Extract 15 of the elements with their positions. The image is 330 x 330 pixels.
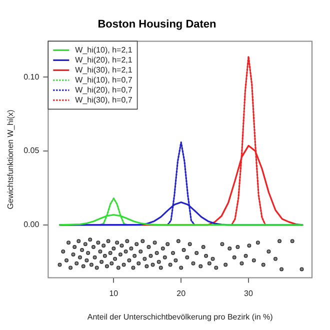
x-axis-title: Anteil der Unterschichtbevölkerung pro Bezirk (in %) bbox=[87, 312, 274, 322]
legend-label: W_hi(10), h=0,7 bbox=[75, 75, 133, 84]
y-tick-label: 0.00 bbox=[24, 220, 40, 230]
y-tick-label: 0.10 bbox=[24, 72, 40, 82]
x-tick-label: 10 bbox=[109, 288, 119, 298]
legend-label: W_hi(10), h=2,1 bbox=[75, 45, 133, 54]
legend-label: W_hi(20), h=0,7 bbox=[75, 85, 133, 94]
x-tick-label: 30 bbox=[244, 288, 254, 298]
y-axis-title: Gewichtsfunktionen W_hi(x) bbox=[6, 109, 16, 210]
legend-label: W_hi(20), h=2,1 bbox=[75, 55, 133, 64]
legend-label: W_hi(30), h=2,1 bbox=[75, 65, 133, 74]
chart-title: Boston Housing Daten bbox=[98, 18, 217, 31]
x-tick-label: 20 bbox=[176, 288, 186, 298]
legend-label: W_hi(30), h=0,7 bbox=[75, 95, 133, 104]
y-tick-label: 0.05 bbox=[24, 146, 40, 156]
